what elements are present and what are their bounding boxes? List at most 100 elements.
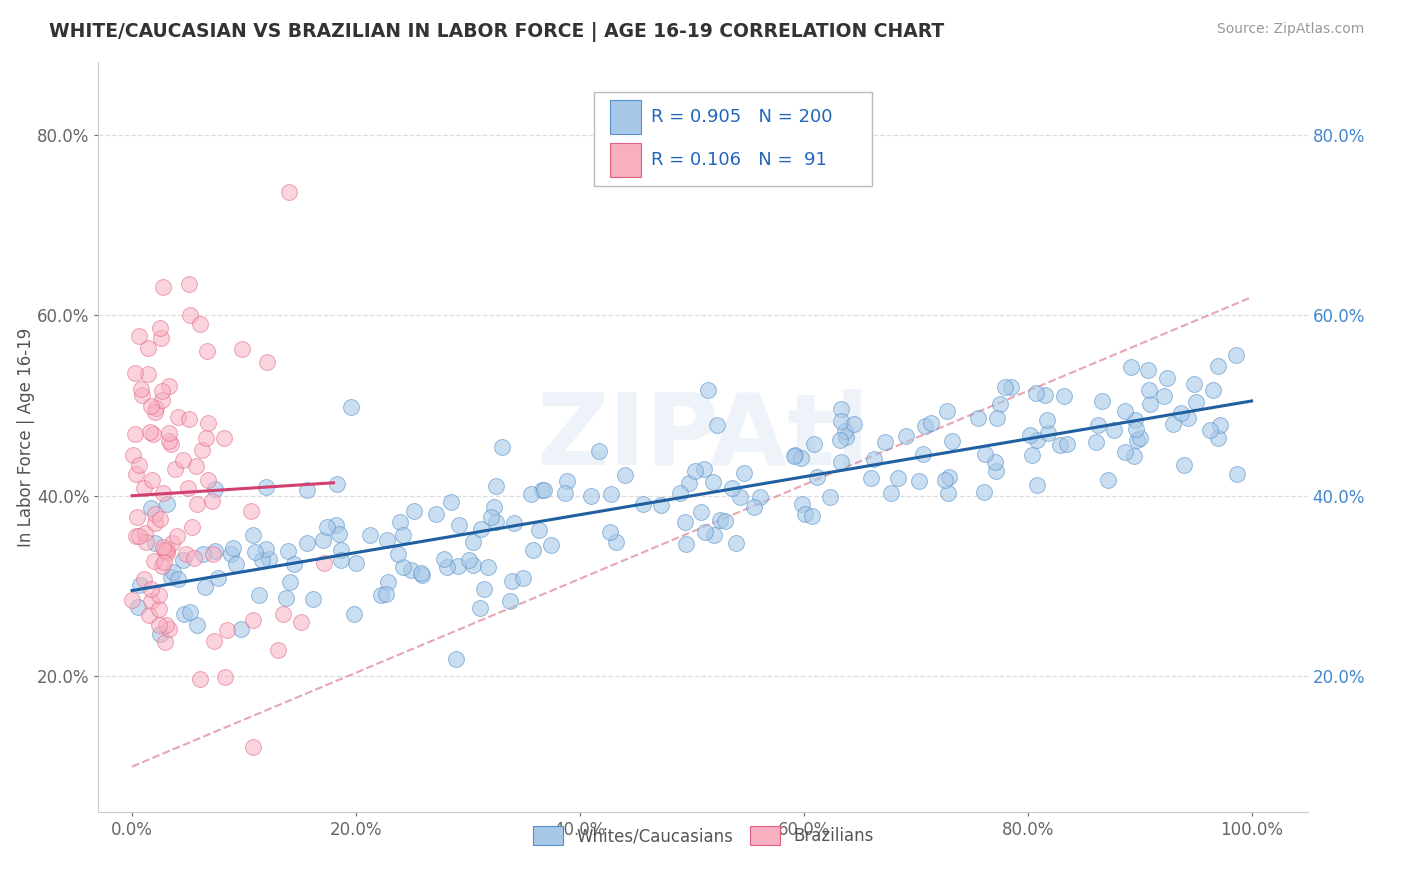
Point <box>967 411 990 425</box>
Point <box>374 587 396 601</box>
Point <box>531 483 554 497</box>
Point <box>186 617 208 632</box>
FancyBboxPatch shape <box>610 100 641 135</box>
Text: R = 0.106   N =  91: R = 0.106 N = 91 <box>651 151 827 169</box>
Point <box>920 416 942 430</box>
Point <box>267 643 290 657</box>
Point <box>145 516 167 530</box>
Point <box>696 383 718 397</box>
Point <box>936 404 959 418</box>
Point <box>1025 386 1047 401</box>
Point <box>153 634 176 648</box>
Point <box>782 449 804 463</box>
Point <box>152 542 174 557</box>
Point <box>631 497 654 511</box>
Point <box>1019 428 1042 442</box>
Point <box>1153 389 1175 403</box>
Point <box>328 527 350 541</box>
Point <box>830 401 852 416</box>
Point <box>215 623 238 637</box>
Point <box>879 486 901 500</box>
Point <box>188 672 211 686</box>
Point <box>728 490 751 504</box>
Point <box>706 417 728 432</box>
Point <box>277 185 299 199</box>
Point <box>790 450 813 465</box>
Point <box>153 555 176 569</box>
Point <box>485 515 508 529</box>
Point <box>477 560 499 574</box>
Point <box>540 538 562 552</box>
Point <box>1021 448 1043 462</box>
Point <box>1104 423 1126 437</box>
Point <box>290 615 312 629</box>
Point <box>167 410 190 425</box>
Point <box>142 554 165 568</box>
Point <box>436 559 458 574</box>
Point <box>125 510 148 524</box>
Point <box>1177 410 1199 425</box>
Point <box>806 470 828 484</box>
Point <box>986 411 1008 425</box>
Point <box>312 533 335 547</box>
Point <box>155 544 177 558</box>
Point <box>695 524 717 539</box>
FancyBboxPatch shape <box>595 93 872 186</box>
Point <box>794 507 817 521</box>
Point <box>343 607 366 621</box>
Point <box>157 425 180 440</box>
Point <box>801 508 824 523</box>
Point <box>499 593 522 607</box>
Point <box>613 467 636 482</box>
Point <box>202 547 225 561</box>
Point <box>470 522 492 536</box>
Point <box>183 551 205 566</box>
Point <box>172 553 194 567</box>
Point <box>172 453 194 467</box>
Point <box>193 548 215 562</box>
Y-axis label: In Labor Force | Age 16-19: In Labor Force | Age 16-19 <box>17 327 35 547</box>
Point <box>150 393 173 408</box>
Point <box>675 537 697 551</box>
Point <box>375 533 398 547</box>
Point <box>132 572 155 586</box>
Point <box>128 329 150 343</box>
Point <box>1125 421 1147 435</box>
Point <box>173 607 195 622</box>
Point <box>433 552 456 566</box>
Point <box>156 497 179 511</box>
Point <box>329 543 352 558</box>
Point <box>166 572 188 586</box>
Point <box>1129 431 1152 445</box>
Point <box>785 448 807 462</box>
Point <box>994 380 1017 394</box>
Text: R = 0.905   N = 200: R = 0.905 N = 200 <box>651 108 832 126</box>
Point <box>409 566 432 580</box>
Point <box>527 523 550 537</box>
Point <box>830 414 852 428</box>
Point <box>742 500 765 514</box>
Point <box>152 280 174 294</box>
Point <box>245 545 267 559</box>
Point <box>143 405 166 419</box>
Point <box>859 470 882 484</box>
Point <box>124 366 146 380</box>
Point <box>425 508 447 522</box>
Point <box>344 556 367 570</box>
Point <box>1056 437 1078 451</box>
Point <box>690 506 713 520</box>
Point <box>125 467 148 481</box>
Point <box>212 431 235 445</box>
Point <box>693 461 716 475</box>
Point <box>271 607 294 621</box>
Point <box>314 557 336 571</box>
Point <box>254 541 277 556</box>
Point <box>179 309 201 323</box>
Point <box>122 448 145 462</box>
Point <box>702 475 724 489</box>
Point <box>512 571 534 585</box>
Point <box>139 399 162 413</box>
Point <box>177 412 200 426</box>
Point <box>143 507 166 521</box>
Point <box>914 419 936 434</box>
